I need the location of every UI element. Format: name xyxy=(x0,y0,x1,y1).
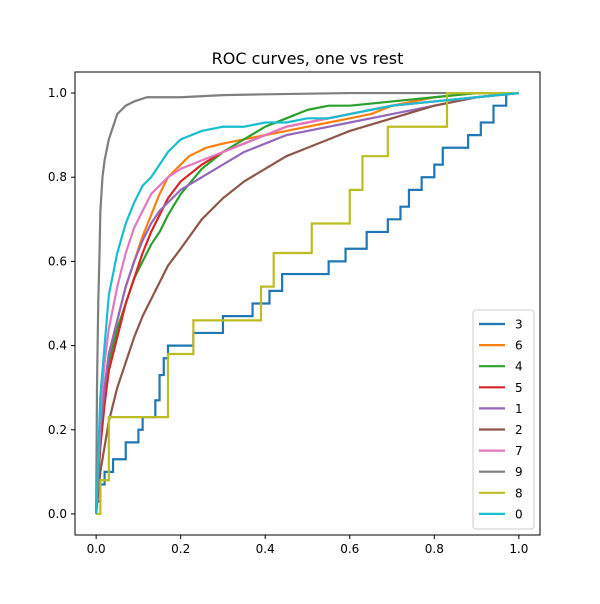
x-tick-label: 1.0 xyxy=(509,542,528,556)
roc-curve-class-3 xyxy=(95,91,519,514)
legend: 3 6 4 5 1 2 7 9 8 0 xyxy=(472,309,535,530)
x-tick-label: 0.8 xyxy=(425,542,444,556)
legend-label-2: 2 xyxy=(515,423,523,437)
axes-frame xyxy=(74,71,541,536)
y-tick-label: 1.0 xyxy=(48,86,67,100)
legend-label-4: 4 xyxy=(515,360,523,374)
y-tick-label: 0.6 xyxy=(48,254,67,268)
roc-curve-class-1 xyxy=(95,91,519,515)
legend-label-1: 1 xyxy=(515,402,523,416)
legend-label-6: 6 xyxy=(515,339,523,353)
y-tick-label: 0.0 xyxy=(48,507,67,521)
legend-label-0: 0 xyxy=(515,507,523,521)
roc-curve-class-0 xyxy=(95,91,519,514)
chart-title: ROC curves, one vs rest xyxy=(212,49,404,68)
legend-label-3: 3 xyxy=(515,318,523,332)
roc-curves xyxy=(95,91,519,516)
x-tick-label: 0.4 xyxy=(256,542,275,556)
roc-curve-class-8 xyxy=(96,91,519,516)
roc-curve-class-9 xyxy=(95,91,519,514)
legend-label-5: 5 xyxy=(515,381,523,395)
roc-curve-class-2 xyxy=(95,91,519,515)
axes: 0.0 0.2 0.4 0.6 0.8 1.0 0.0 0.2 0.4 0.6 0.8 1.0 xyxy=(48,71,541,556)
x-tick-label: 0.6 xyxy=(340,542,359,556)
legend-label-8: 8 xyxy=(515,486,523,500)
legend-label-9: 9 xyxy=(515,465,523,479)
y-tick-label: 0.8 xyxy=(48,170,67,184)
x-tick-label: 0.0 xyxy=(87,542,106,556)
roc-curve-class-4 xyxy=(95,91,519,515)
legend-box xyxy=(472,309,535,530)
y-tick-label: 0.2 xyxy=(48,423,67,437)
legend-label-7: 7 xyxy=(515,444,523,458)
plot-area xyxy=(95,91,519,516)
x-tick-label: 0.2 xyxy=(171,542,190,556)
y-tick-label: 0.4 xyxy=(48,339,67,353)
